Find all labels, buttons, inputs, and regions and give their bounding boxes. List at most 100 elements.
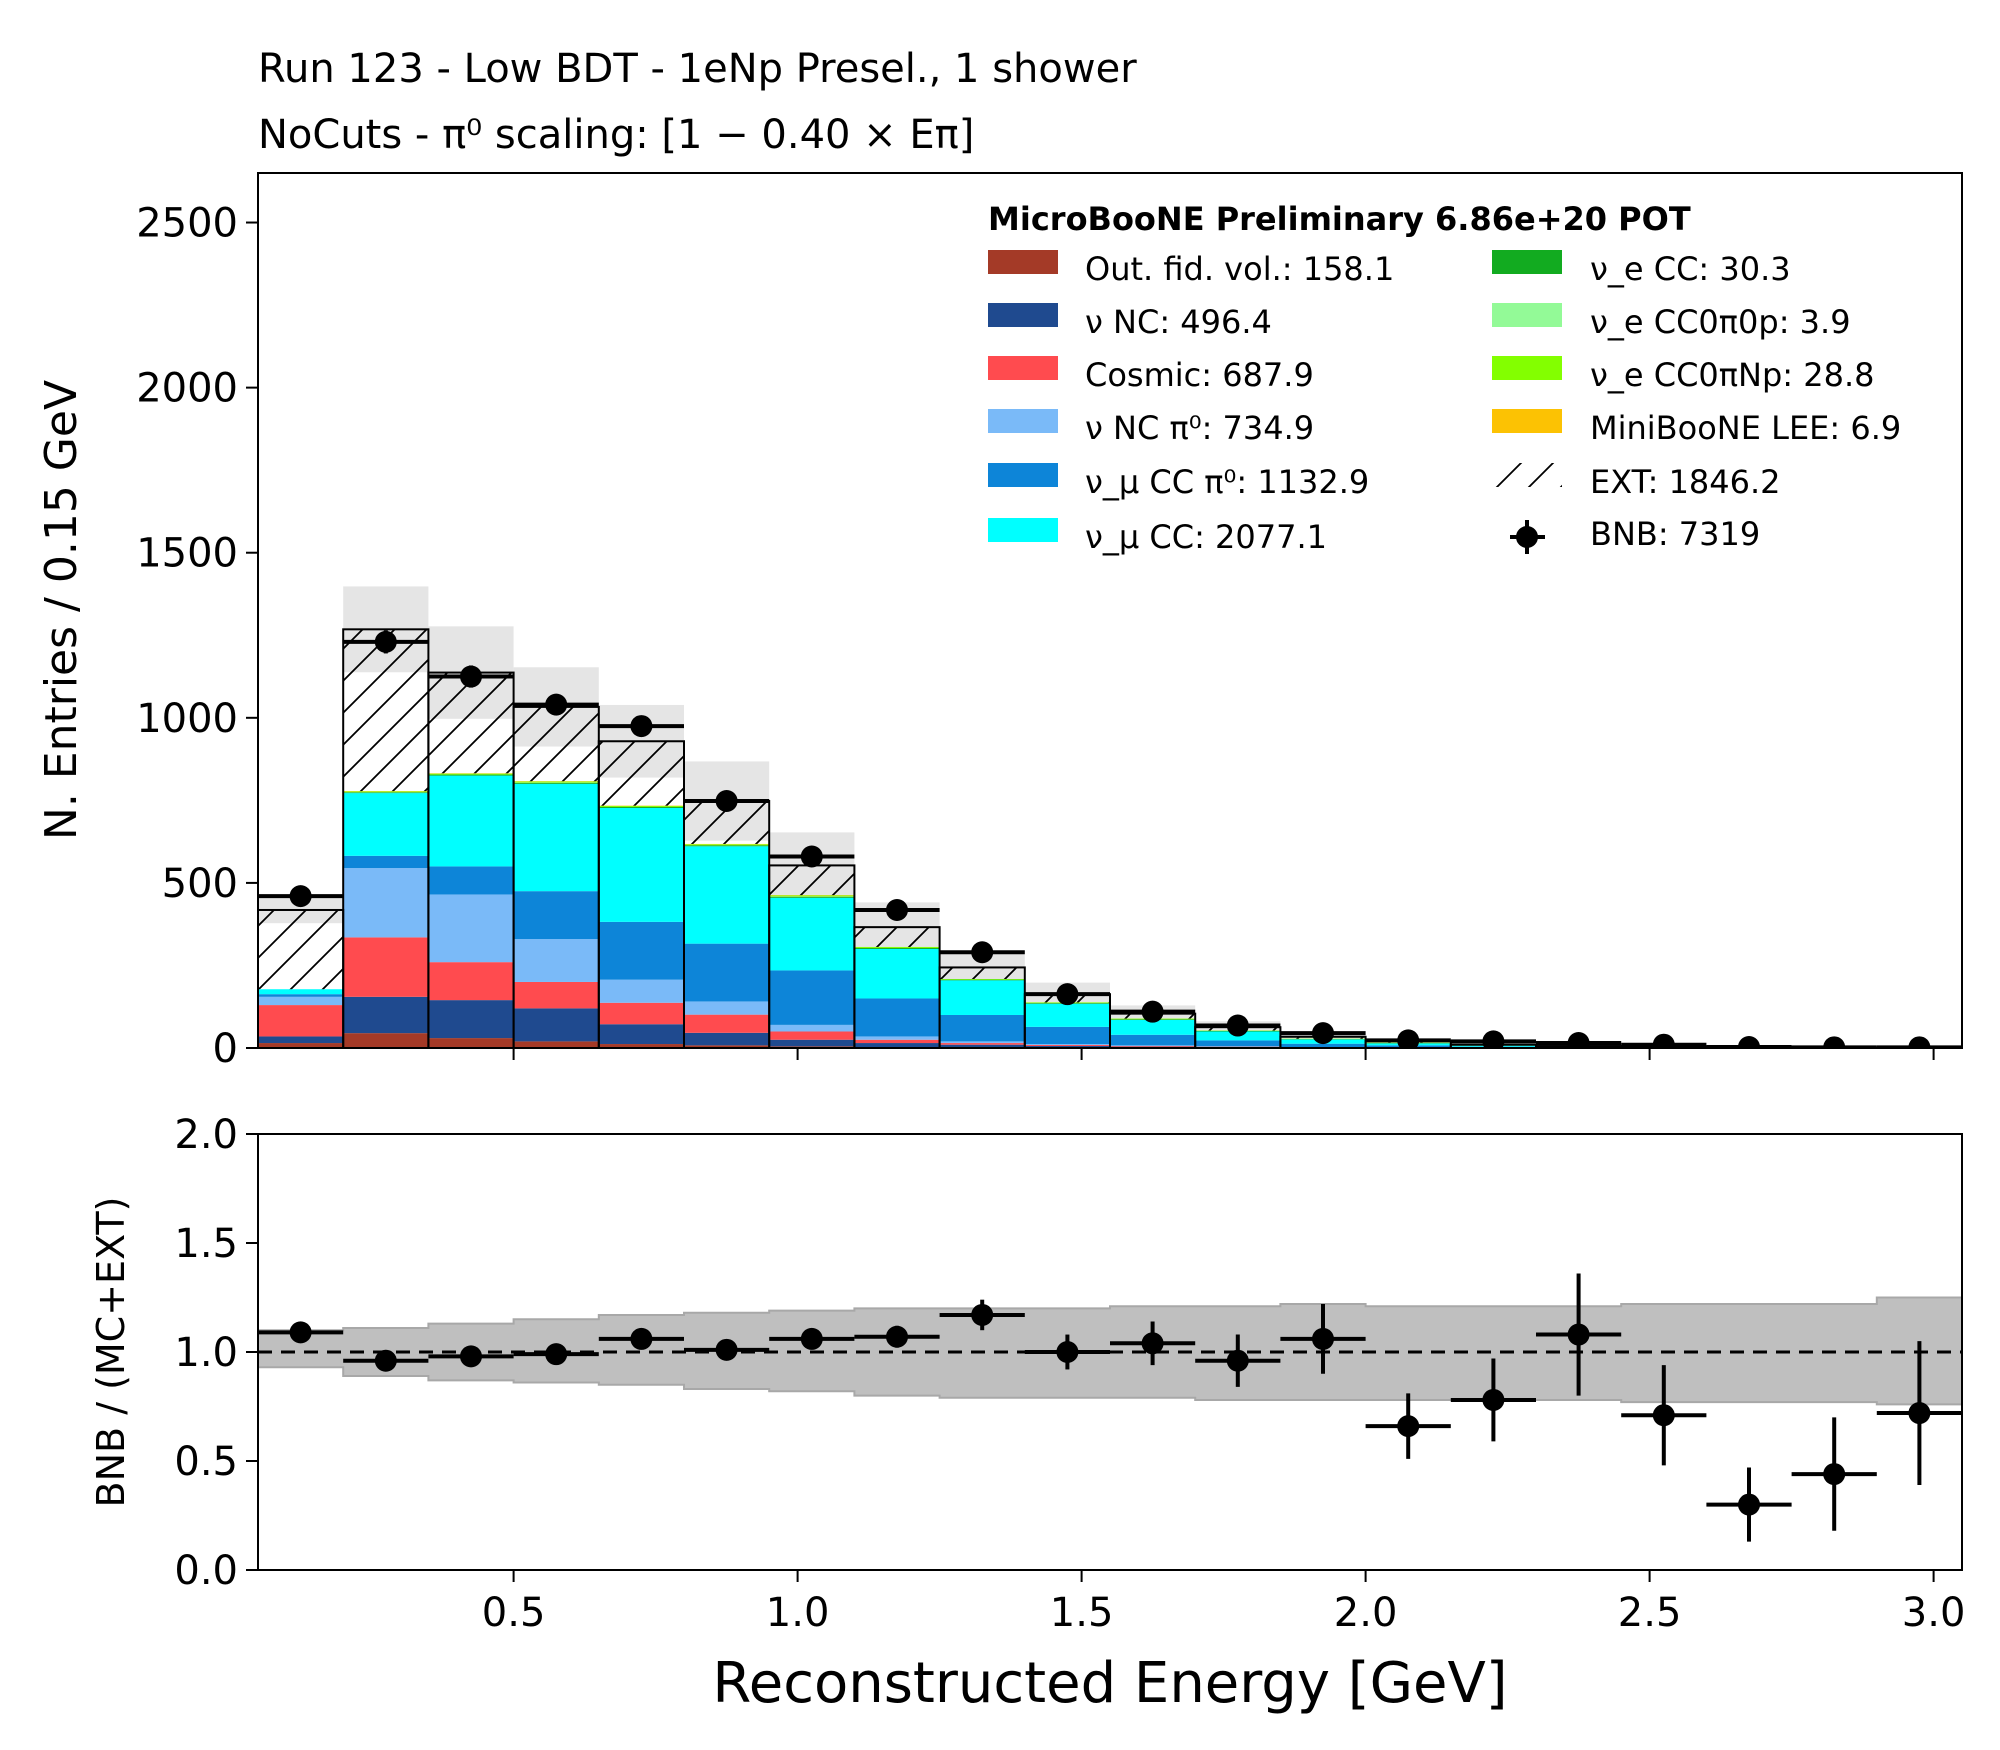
chart-title-line-1: Run 123 - Low BDT - 1eNp Presel., 1 show… (258, 46, 1137, 92)
legend-label-4: ν_μ CC π⁰: 1132.9 (1085, 463, 1369, 501)
ratio-point-5 (715, 1338, 738, 1361)
bar-series-8-bin-7 (854, 946, 940, 948)
bar-series-8-bin-5 (684, 844, 770, 846)
bar-series-0-bin-0 (258, 1043, 344, 1048)
bar-series-6-bin-8 (939, 979, 1025, 981)
legend-swatch-7 (1492, 303, 1562, 327)
bar-series-10-bin-4 (598, 741, 684, 806)
legend-swatch-5 (988, 518, 1058, 542)
main-plot-frame (257, 172, 1963, 1049)
ratio-point-1 (374, 1349, 397, 1372)
bar-series-8-bin-2 (428, 773, 514, 775)
ratio-point-8 (971, 1303, 994, 1326)
ratio-point-13 (1397, 1415, 1420, 1438)
bar-series-1-bin-0 (258, 1036, 344, 1044)
legend-data-marker (1516, 526, 1538, 548)
data-point-11 (1226, 1014, 1249, 1037)
bar-series-1-bin-1 (343, 996, 429, 1034)
bar-series-4-bin-9 (1024, 1026, 1110, 1045)
bar-series-6-bin-7 (854, 947, 940, 949)
bar-series-4-bin-3 (513, 891, 599, 940)
bar-series-6-bin-2 (428, 774, 514, 776)
ratio-point-17 (1738, 1493, 1760, 1516)
xtick-label-1: 1.0 (766, 1590, 830, 1636)
x-ticks: 0.5 1.0 1.5 2.0 2.5 3.0 (482, 1048, 1965, 1636)
bar-series-2-bin-6 (769, 1031, 855, 1040)
data-point-8 (971, 941, 994, 964)
bar-series-10-bin-1 (343, 629, 429, 792)
legend-label-2: Cosmic: 687.9 (1085, 356, 1314, 394)
data-point-19 (1908, 1036, 1931, 1048)
bar-series-5-bin-6 (769, 897, 855, 971)
bar-series-2-bin-3 (513, 981, 599, 1009)
bar-series-4-bin-5 (684, 943, 770, 1002)
bar-series-8-bin-1 (343, 791, 429, 793)
bar-series-2-bin-10 (1110, 1046, 1196, 1047)
bar-series-2-bin-0 (258, 1005, 344, 1037)
ratio-point-6 (800, 1327, 823, 1350)
legend-swatch-9 (1492, 409, 1562, 433)
main-ytick-label-3: 1500 (136, 531, 238, 577)
bar-series-2-bin-9 (1024, 1045, 1110, 1047)
main-ytick-label-1: 500 (162, 861, 238, 907)
stacked-bars (258, 628, 1962, 1048)
bar-series-1-bin-7 (854, 1043, 940, 1048)
bar-series-4-bin-2 (428, 866, 514, 895)
xtick-label-0: 0.5 (482, 1590, 546, 1636)
data-point-14 (1482, 1030, 1505, 1048)
bar-series-2-bin-5 (684, 1014, 770, 1033)
bar-series-0-bin-5 (684, 1045, 770, 1048)
bar-series-4-bin-10 (1110, 1034, 1196, 1046)
data-point-17 (1738, 1036, 1760, 1048)
data-point-3 (545, 693, 568, 716)
ratio-point-15 (1567, 1323, 1590, 1346)
bar-series-10-bin-8 (939, 967, 1025, 979)
legend-label-0: Out. fid. vol.: 158.1 (1085, 250, 1394, 288)
bar-series-6-bin-3 (513, 782, 599, 784)
bar-series-5-bin-9 (1024, 1003, 1110, 1027)
ratio-point-18 (1823, 1463, 1846, 1486)
legend-label-9: MiniBooNE LEE: 6.9 (1590, 409, 1901, 447)
bar-series-3-bin-5 (684, 1001, 770, 1015)
bar-series-1-bin-5 (684, 1032, 770, 1046)
legend-swatch-4 (988, 463, 1058, 487)
bar-series-5-bin-1 (343, 793, 429, 856)
bar-series-1-bin-9 (1024, 1046, 1110, 1048)
bar-series-10-bin-7 (854, 927, 940, 947)
ratio-ytick-label-0: 0.0 (174, 1548, 238, 1594)
bar-series-3-bin-6 (769, 1024, 855, 1032)
bar-series-5-bin-4 (598, 807, 684, 922)
ratio-point-2 (460, 1345, 482, 1368)
bar-series-3-bin-9 (1024, 1044, 1110, 1046)
data-point-10 (1141, 1000, 1164, 1023)
bar-series-3-bin-10 (1110, 1045, 1196, 1047)
main-y-axis-label: N. Entries / 0.15 GeV (36, 380, 87, 840)
legend-label-10: EXT: 1846.2 (1590, 463, 1781, 501)
bar-series-3-bin-4 (598, 979, 684, 1003)
ratio-point-0 (289, 1321, 312, 1344)
legend-label-1: ν NC: 496.4 (1085, 303, 1272, 341)
ratio-ytick-label-4: 2.0 (174, 1112, 238, 1158)
bar-series-2-bin-2 (428, 962, 514, 1001)
bar-series-1-bin-2 (428, 1000, 514, 1039)
bar-series-2-bin-7 (854, 1039, 940, 1044)
bar-series-5-bin-0 (258, 989, 344, 995)
ratio-point-14 (1482, 1388, 1505, 1411)
legend-swatch-1 (988, 303, 1058, 327)
chart-title-line-2: NoCuts - π⁰ scaling: [1 − 0.40 × Eπ] (258, 112, 974, 158)
bar-series-8-bin-6 (769, 895, 855, 897)
main-ytick-label-2: 1000 (136, 696, 238, 742)
legend-swatch-10 (1492, 463, 1562, 487)
ratio-y-ticks: 0.0 0.5 1.0 1.5 2.0 (174, 1112, 258, 1594)
bar-series-8-bin-4 (598, 805, 684, 807)
bar-series-4-bin-8 (939, 1014, 1025, 1042)
bar-series-4-bin-4 (598, 921, 684, 980)
bar-series-0-bin-3 (513, 1041, 599, 1048)
data-point-13 (1397, 1029, 1420, 1048)
data-point-4 (630, 715, 653, 738)
legend-swatch-3 (988, 409, 1058, 433)
main-ytick-label-5: 2500 (136, 201, 238, 247)
ratio-point-9 (1056, 1341, 1079, 1363)
main-y-ticks: 0 500 1000 1500 2000 2500 (136, 201, 258, 1072)
bar-series-10-bin-0 (258, 909, 344, 990)
